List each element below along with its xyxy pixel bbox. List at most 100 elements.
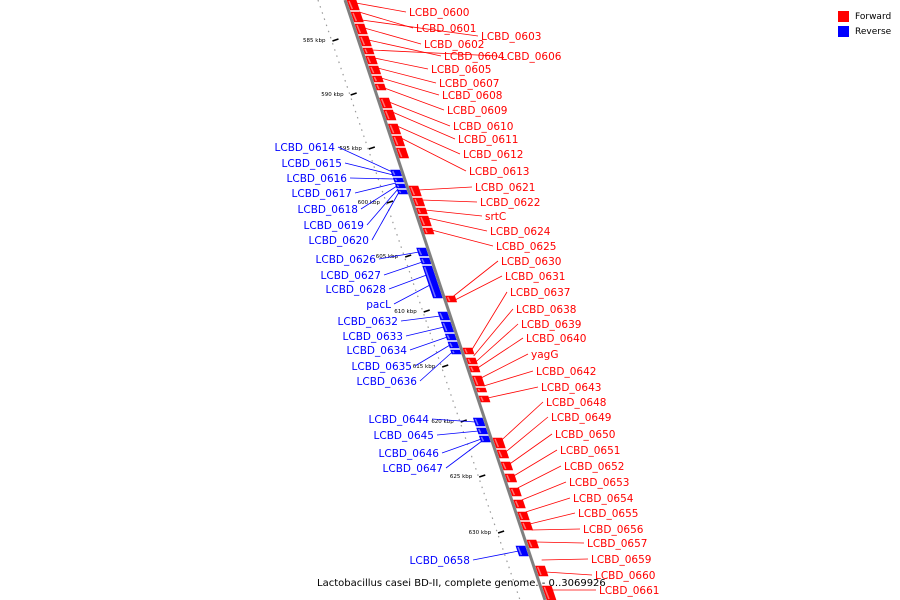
tick-mark [386,200,394,204]
forward-gene-leader [392,111,456,140]
forward-gene-block [462,347,475,355]
tick-label: 610 kbp [394,309,417,315]
reverse-gene-block-shine [396,184,400,188]
forward-gene-block [541,585,557,600]
forward-gene-label: LCBD_0642 [536,366,596,378]
forward-gene-leader [418,186,473,191]
legend-item-forward: Forward [838,9,891,24]
forward-gene-leader [400,137,467,172]
forward-gene-leader [421,199,478,203]
reverse-gene-block-shine [442,322,448,332]
forward-gene-block [468,365,481,373]
reverse-gene-label: LCBD_0647 [383,463,443,475]
forward-gene-block-shine [397,148,403,158]
forward-gene-block-shine [417,208,422,214]
reverse-gene-leader [400,315,441,322]
forward-gene-label: LCBD_0661 [599,585,659,597]
reverse-gene-label: LCBD_0620 [309,235,369,247]
forward-gene-label: LCBD_0608 [442,90,502,102]
reverse-gene-block [440,321,455,333]
forward-gene-block-shine [370,66,375,74]
tick-label: 615 kbp [413,364,436,370]
reverse-gene-leader [441,438,482,454]
reverse-gene-label: LCBD_0658 [410,555,470,567]
forward-gene-label: LCBD_0631 [505,271,565,283]
reverse-gene-leader [419,351,453,382]
reverse-gene-block-shine [439,312,444,320]
forward-gene-label: LCBD_0621 [475,182,535,194]
reverse-gene-label: LCBD_0619 [304,220,364,232]
tick-label: 590 kbp [321,92,344,98]
forward-gene-label: LCBD_0656 [583,524,644,536]
forward-gene-label: LCBD_0637 [510,287,570,299]
forward-gene-block-shine [480,396,484,402]
forward-gene-label: LCBD_0600 [409,7,469,19]
forward-gene-block [513,499,526,509]
forward-gene-block-shine [352,12,358,22]
forward-gene-label: LCBD_0601 [416,23,476,35]
reverse-gene-leader [445,440,483,469]
forward-gene-block [465,357,478,365]
tick-mark [332,38,339,42]
forward-gene-block-shine [356,24,362,34]
genome-backbone [343,0,547,600]
reverse-gene-label: LCBD_0645 [374,430,434,442]
forward-gene-label: LCBD_0653 [569,477,629,489]
forward-gene-label: LCBD_0622 [480,197,540,209]
forward-gene-block-shine [506,474,511,482]
reverse-gene-block-shine [517,546,523,556]
reverse-gene-block-shine [449,342,453,348]
reverse-gene-block [476,427,489,435]
forward-gene-label: LCBD_0638 [516,304,576,316]
forward-gene-block-shine [498,450,503,458]
reverse-gene-block [390,169,403,177]
forward-gene-label: LCBD_0613 [469,166,529,178]
reverse-gene-label: LCBD_0617 [292,188,352,200]
reverse-swatch [838,26,849,37]
forward-gene-block-shine [536,566,542,576]
reverse-gene-leader [344,162,394,176]
forward-gene-block-shine [467,358,472,364]
forward-gene-leader [364,27,422,45]
forward-gene-block-shine [543,586,550,600]
forward-gene-leader [453,260,499,297]
reverse-gene-block-shine [423,266,437,298]
tick-label: 630 kbp [469,530,492,536]
forward-gene-leader [368,39,442,57]
forward-gene-block-shine [522,522,527,530]
forward-gene-block [517,511,530,521]
reverse-gene-leader [366,188,399,226]
reverse-gene-block [444,333,457,341]
forward-gene-leader [355,2,407,13]
reverse-gene-label: LCBD_0616 [287,173,348,185]
forward-gene-label: LCBD_0657 [587,538,647,550]
forward-gene-block-shine [464,348,468,354]
forward-gene-leader [424,209,483,217]
forward-gene-leader [521,481,567,501]
forward-gene-leader [358,11,414,29]
forward-gene-block [379,97,393,109]
forward-gene-block [374,83,387,91]
tick-label: 625 kbp [450,474,473,480]
forward-gene-block-shine [424,228,428,234]
reverse-gene-block-shine [394,178,398,182]
forward-gene-block [415,207,428,215]
forward-gene-block-shine [414,198,419,206]
reverse-gene-leader [405,326,445,337]
reverse-gene-leader [393,284,431,305]
forward-gene-block [475,387,488,393]
forward-gene-block [350,11,364,23]
forward-gene-leader [477,337,524,369]
forward-gene-block-shine [384,110,390,120]
tick-label: 605 kbp [376,254,399,260]
tick-mark [350,92,357,96]
forward-gene-block-shine [528,540,533,548]
forward-gene-block-shine [477,388,481,392]
forward-gene-leader [396,125,461,155]
forward-gene-block-shine [420,216,426,226]
forward-gene-label: LCBD_0606 [501,51,562,63]
forward-gene-label: LCBD_0624 [490,226,551,238]
forward-gene-leader [377,67,437,84]
forward-gene-label: LCBD_0604 [444,51,505,63]
reverse-gene-block [416,247,429,257]
